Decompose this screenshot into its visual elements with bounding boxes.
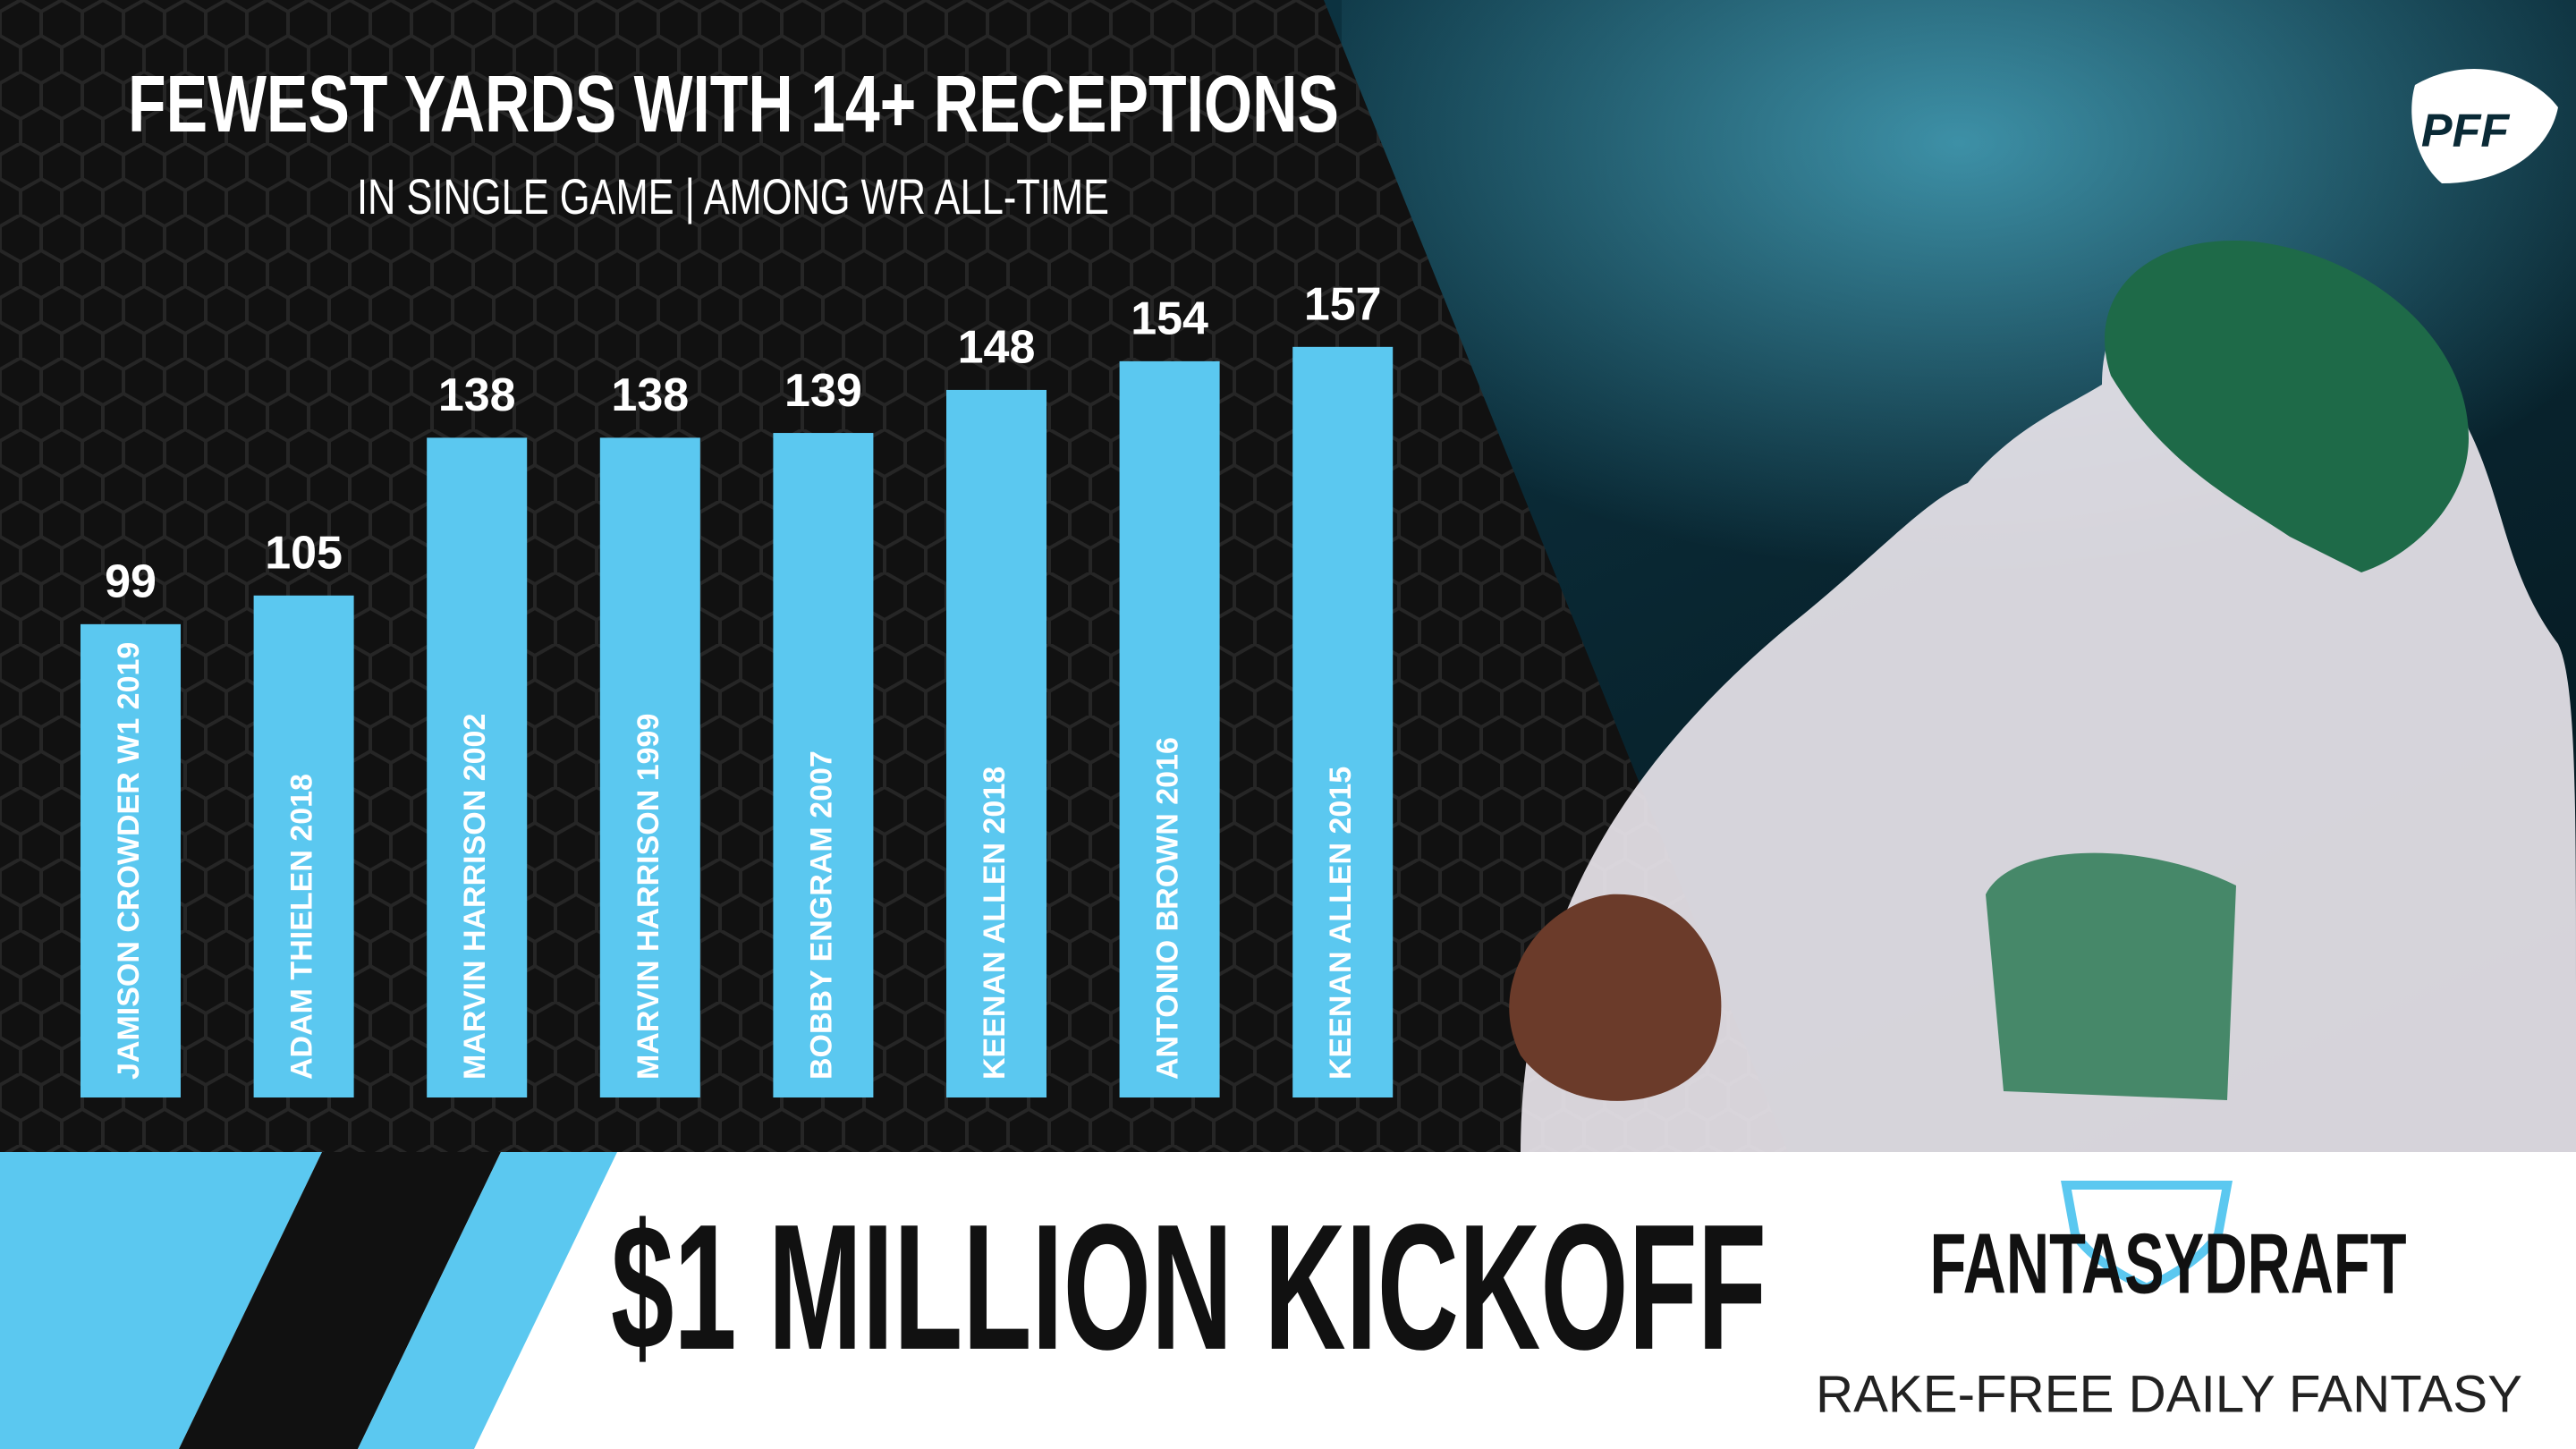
brand-shield — [2061, 1181, 2233, 1293]
value-label: 99 — [105, 556, 157, 608]
chart-title: FEWEST YARDS WITH 14+ RECEPTIONS — [128, 60, 1339, 149]
banner-stripe — [0, 1152, 322, 1449]
bar — [427, 437, 528, 1097]
value-label: 139 — [784, 365, 862, 417]
chart-subtitle: IN SINGLE GAME | AMONG WR ALL-TIME — [357, 168, 1109, 225]
bar — [253, 595, 354, 1097]
banner-stripe — [358, 1152, 617, 1449]
category-label: KEENAN ALLEN 2015 — [1324, 767, 1358, 1080]
bar — [599, 437, 700, 1097]
logo-shape — [2411, 68, 2558, 184]
banner-stripe — [179, 1152, 501, 1449]
value-label: 154 — [1131, 293, 1208, 345]
value-label: 148 — [958, 322, 1036, 374]
bar — [946, 389, 1046, 1097]
category-label: ADAM THIELEN 2018 — [285, 774, 319, 1080]
category-label: JAMISON CROWDER W1 2019 — [112, 642, 146, 1080]
category-label: MARVIN HARRISON 2002 — [458, 714, 492, 1080]
value-label: 138 — [611, 369, 689, 421]
brand-tagline: RAKE-FREE DAILY FANTASY — [1816, 1365, 2522, 1423]
bar — [1292, 346, 1394, 1098]
bar — [1119, 360, 1220, 1097]
bar — [80, 623, 181, 1097]
bar-group: 99 JAMISON CROWDER W1 2019 105 ADAM THIELEN… — [80, 279, 1394, 1098]
banner-headline: $1 MILLION KICKOFF — [611, 1188, 1767, 1387]
value-label: 138 — [438, 369, 516, 421]
category-label: KEENAN ALLEN 2018 — [978, 767, 1012, 1080]
category-label: ANTONIO BROWN 2016 — [1151, 737, 1185, 1080]
category-label: MARVIN HARRISON 1999 — [631, 714, 665, 1080]
player-image — [1509, 241, 2576, 1154]
category-label: BOBBY ENGRAM 2007 — [804, 750, 838, 1080]
value-label: 157 — [1304, 279, 1382, 331]
logo-text: PFF — [2421, 106, 2510, 157]
bar — [773, 433, 874, 1097]
value-label: 105 — [265, 528, 343, 580]
brand-name: FANTASYDRAFT — [1930, 1216, 2407, 1311]
